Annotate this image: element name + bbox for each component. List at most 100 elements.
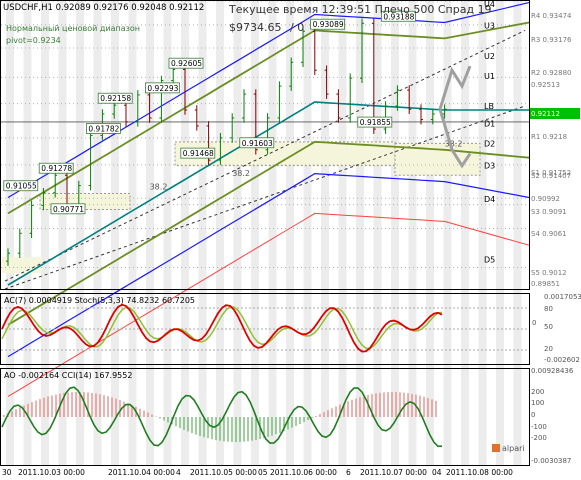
stoch-axis-label: 20	[544, 345, 553, 353]
stoch-axis-label: 0.00170533	[544, 293, 581, 301]
band-red-lower	[7, 212, 530, 397]
price-callout-text: 0.93089	[313, 20, 344, 29]
session-stripe	[163, 1, 172, 465]
range-note: Нормальный ценовой диапазон	[6, 24, 140, 33]
cci-axis-label: 200	[531, 388, 544, 396]
session-stripe	[338, 1, 347, 465]
price-callout-text: 0.91855	[360, 118, 391, 127]
stoch-main-line	[1, 303, 443, 353]
session-stripe	[268, 1, 277, 465]
current-price-marker	[530, 108, 580, 119]
stoch-axis-label: 50	[544, 323, 553, 331]
support-zone	[174, 141, 396, 167]
time-axis-label: 6	[346, 468, 351, 477]
alpari-logo: alpari	[492, 444, 525, 453]
price-axis-label: R1 0.9218	[531, 133, 567, 141]
time-axis-label: 2011.10.08 00:00	[446, 468, 513, 477]
session-stripe	[198, 1, 207, 465]
fib-label: 38.2	[232, 169, 250, 178]
price-callout-box	[97, 92, 133, 104]
session-stripe	[23, 1, 32, 465]
stoch-panel: 0.00170533 80 50 20 -0.002602 0	[1, 293, 581, 364]
forecast-path	[438, 65, 472, 169]
price-callout-text: 0.90771	[53, 205, 84, 214]
price-callout-box	[50, 203, 86, 215]
pivot-label: LB	[484, 102, 494, 111]
price-callout-box	[357, 116, 393, 128]
zone-bottom-left	[2, 257, 42, 274]
balance-text: $9734.65	[229, 21, 282, 34]
band-olive-lower	[7, 140, 530, 326]
session-stripe	[216, 1, 224, 465]
stoch-label: AC(7) 0.0004919 Stoch(5,3,3) 74.8232 60.…	[4, 296, 195, 305]
session-stripe	[443, 1, 452, 465]
price-zones	[2, 141, 481, 274]
session-stripes	[6, 1, 522, 465]
trend-line-lower	[4, 105, 526, 290]
price-axis-label: S2 0.91407	[531, 172, 571, 180]
price-callout-box	[310, 18, 346, 30]
cci-label: AO -0.002164 CCI(14) 167.9552	[4, 371, 132, 380]
price-callouts: 0.93089 0.93188 0.92605 0.92293 0.92158 0.917…	[3, 10, 463, 215]
cci-axis-label: -100	[531, 423, 547, 431]
pivot-label: U2	[484, 52, 495, 61]
price-axis-label: 0.92112	[531, 110, 560, 118]
pivot-label: D4	[484, 195, 495, 204]
pivot-lines	[1, 0, 529, 290]
price-callout-box	[3, 180, 39, 192]
time-axis-label: 04	[432, 468, 442, 477]
alpari-logo-text: alpari	[502, 444, 525, 453]
fib-label: 38.2	[445, 140, 463, 149]
price-axis-label: R2 0.92880	[531, 69, 572, 77]
price-callout-text: 0.91782	[88, 124, 119, 133]
price-axis-label: 0.90992	[531, 195, 560, 203]
band-blue-lower	[7, 172, 530, 358]
session-stripe	[461, 1, 469, 465]
trend-line-upper	[4, 29, 526, 282]
pivot-label: D1	[484, 120, 495, 129]
session-stripe	[478, 1, 487, 465]
price-axis-label: S5 0.9012	[531, 269, 567, 277]
stoch-axis-label: 80	[544, 305, 553, 313]
cci-panel-frame	[0, 368, 530, 466]
session-stripe	[408, 1, 417, 465]
main-panel-frame	[0, 0, 530, 290]
pivot-label: D2	[484, 139, 495, 148]
channel-bands	[7, 2, 530, 397]
price-callout-box	[144, 82, 180, 94]
cci-axis-label: -0.0030387	[531, 457, 571, 465]
cci-axis-label: 100	[531, 399, 544, 407]
stoch-panel-frame	[0, 293, 530, 365]
price-callout-box	[168, 57, 204, 69]
pivot-label: U3	[484, 22, 495, 31]
status-text: Текущее время 12:39:51 Плечо 500 Спрад 1…	[228, 3, 492, 16]
session-stripe	[513, 1, 522, 465]
time-axis-label: 2011.10.06 00:00	[270, 468, 337, 477]
session-stripe	[373, 1, 382, 465]
session-stripe	[76, 1, 84, 465]
time-axis-label: 2011.10.05 00:00	[190, 468, 257, 477]
session-stripe	[41, 1, 49, 465]
price-callout-text: 0.91603	[242, 139, 273, 148]
session-stripe	[321, 1, 329, 465]
price-callout-box	[86, 123, 121, 134]
session-stripe	[93, 1, 102, 465]
session-stripe	[286, 1, 294, 465]
time-axis-label: 4	[176, 468, 181, 477]
price-callout-box	[380, 10, 416, 22]
pivot-note: pivot=0.9234	[6, 36, 61, 45]
pivot-label: D3	[484, 162, 495, 171]
price-axis-label: 0.89851	[531, 280, 560, 288]
price-callout-text: 0.93188	[383, 12, 414, 21]
fib-label: 38.2	[150, 183, 168, 192]
band-olive-upper	[7, 21, 530, 215]
session-stripe	[233, 1, 242, 465]
price-callout-box	[38, 162, 74, 174]
forecast-up	[438, 65, 472, 110]
price-axis-label: S1 0.91752	[531, 169, 571, 177]
cci-axis-label: 0	[531, 411, 535, 419]
price-axis-label: S4 0.9061	[531, 230, 567, 238]
price-callout-box	[239, 137, 275, 149]
cci-line	[1, 386, 443, 448]
